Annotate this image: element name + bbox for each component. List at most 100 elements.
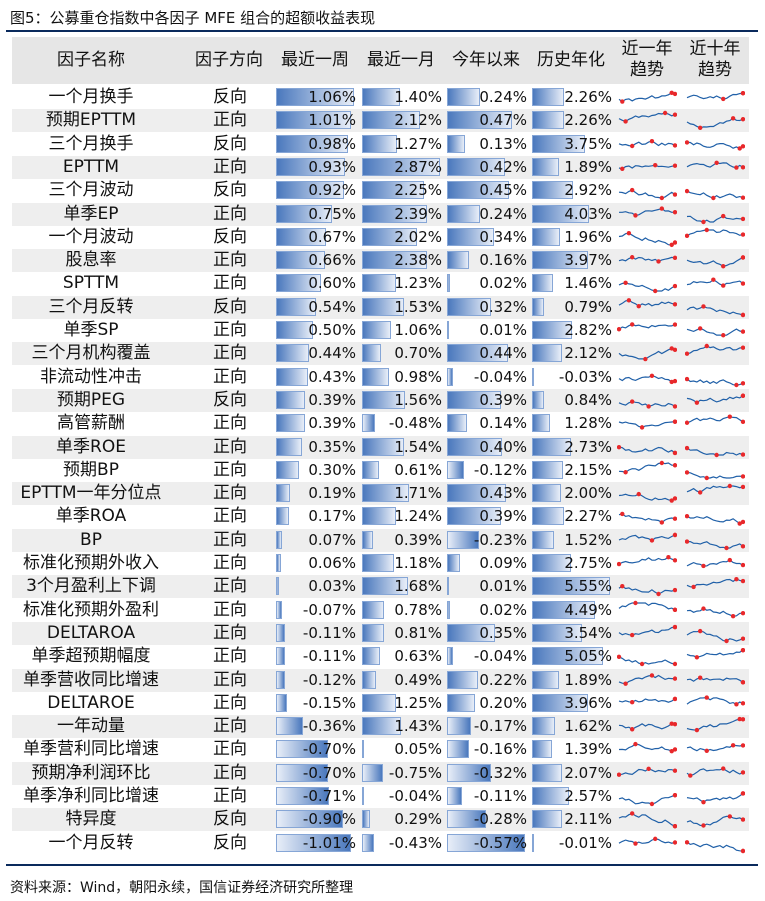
- header-ytd: 今年以来: [452, 50, 520, 70]
- sparkline-10y-line: [686, 816, 744, 827]
- sparkline-10y-marker: [727, 414, 733, 420]
- sparkline-1y-marker: [672, 301, 677, 307]
- data-bar: [362, 717, 402, 736]
- data-bar: [362, 274, 396, 293]
- sparkline-1y: [618, 836, 677, 846]
- sparkline-1y-marker: [672, 255, 677, 261]
- data-label: 0.47%: [479, 111, 527, 130]
- data-bar: [276, 623, 285, 642]
- sparkline-10y-marker: [740, 648, 745, 653]
- data-label: 2.92%: [564, 181, 612, 200]
- sparkline-1y-marker: [653, 836, 658, 841]
- sparkline-1y: [617, 654, 677, 667]
- sparkline-1y-marker: [672, 419, 677, 425]
- factor-name: 单季ROE: [56, 436, 126, 457]
- data-bar: [276, 88, 355, 106]
- data-label: 0.92%: [308, 181, 356, 200]
- data-bar: [447, 437, 503, 456]
- data-label: 2.12%: [394, 111, 442, 130]
- factor-name: 三个月反转: [48, 296, 134, 317]
- data-bar: [447, 530, 479, 549]
- data-bar: [532, 600, 596, 619]
- sparkline-1y-marker: [672, 675, 677, 681]
- sparkline-10y-marker: [730, 116, 736, 121]
- sparkline-1y-marker: [672, 747, 677, 753]
- sparkline-10y-marker: [685, 233, 690, 238]
- data-label: 5.05%: [564, 647, 612, 666]
- sparkline-1y-marker: [646, 766, 651, 771]
- data-label: -0.48%: [388, 414, 442, 433]
- sparkline-1y-marker: [656, 592, 661, 597]
- sparkline-1y-line: [618, 256, 676, 263]
- sparkline-10y: [686, 393, 745, 405]
- sparkline-10y-marker: [737, 716, 742, 722]
- data-bar: [362, 344, 382, 363]
- bottom-rule: [6, 864, 758, 866]
- table-header: 因子名称 因子方向 最近一周 最近一月 今年以来 历史年化 近一年 趋势 近十年…: [12, 37, 749, 84]
- sparkline-10y-marker: [740, 165, 745, 170]
- data-label: 0.61%: [394, 460, 442, 479]
- data-bar: [276, 600, 282, 619]
- table-row: 预期EPTTM 正向 1.01% 2.12% 0.47% 2.26%: [12, 109, 749, 133]
- sparkline-1y-marker: [633, 742, 638, 747]
- data-label: 1.06%: [308, 88, 356, 106]
- data-bar: [447, 297, 492, 316]
- sparkline-1y-marker: [617, 444, 622, 449]
- sparkline-1y: [618, 138, 677, 148]
- data-label: 2.27%: [564, 507, 612, 526]
- factor-direction: 反向: [213, 226, 247, 247]
- sparkline-10y-marker: [734, 701, 739, 707]
- sparkline-1y-marker: [620, 584, 625, 589]
- sparkline-1y-marker: [669, 721, 674, 726]
- header-factor-name: 因子名称: [57, 50, 125, 70]
- data-label: 0.40%: [479, 437, 527, 456]
- sparkline-10y-marker: [730, 613, 736, 619]
- sparkline-1y-marker: [672, 450, 677, 455]
- data-bar: [362, 577, 409, 596]
- sparkline-1y-marker: [672, 496, 677, 501]
- factor-direction: 反向: [213, 180, 247, 201]
- sparkline-10y-marker: [697, 490, 703, 495]
- sparkline-10y-marker: [714, 160, 719, 165]
- sparkline-10y-marker: [721, 264, 726, 269]
- data-bar: [447, 414, 467, 433]
- sparkline-10y-marker: [685, 445, 690, 450]
- data-label: -0.70%: [302, 763, 356, 782]
- sparkline-1y-marker: [649, 537, 655, 543]
- sparkline-1y-marker: [659, 520, 665, 526]
- sparkline-1y-line: [618, 698, 676, 703]
- sparkline-10y-line: [686, 214, 744, 223]
- data-label: 3.97%: [564, 251, 612, 270]
- data-bar: [532, 554, 572, 572]
- sparkline-1y-marker: [672, 722, 677, 727]
- sparkline-1y-line: [618, 92, 676, 103]
- sparkline-1y-marker: [672, 240, 677, 245]
- data-bar: [362, 297, 404, 316]
- sparkline-10y-marker: [740, 636, 745, 641]
- data-label: -0.12%: [473, 460, 527, 479]
- data-label: 2.75%: [564, 554, 612, 572]
- sparkline-1y-marker: [623, 281, 628, 286]
- data-bar: [362, 623, 385, 642]
- sparkline-10y-line: [686, 718, 744, 731]
- sparkline-10y-marker: [740, 312, 745, 317]
- table-row: EPTTM 正向 0.93% 2.87% 0.42% 1.89%: [12, 155, 749, 179]
- data-bar: [276, 763, 328, 782]
- sparkline-10y-marker: [730, 743, 736, 748]
- sparkline-1y-marker: [672, 768, 677, 773]
- factor-direction: 正向: [213, 786, 247, 806]
- data-label: 0.43%: [479, 484, 527, 503]
- sparkline-10y-marker: [740, 90, 745, 96]
- data-label: -0.04%: [473, 647, 527, 666]
- sparkline-1y-marker: [659, 195, 665, 201]
- data-bar: [447, 693, 475, 712]
- data-label: 0.35%: [479, 623, 527, 642]
- table-row: 预期PEG 反向 0.39% 1.56% 0.39% 0.84%: [12, 388, 749, 412]
- data-label: 0.22%: [479, 670, 527, 689]
- data-label: 1.24%: [394, 507, 442, 526]
- sparkline-1y-line: [618, 534, 676, 541]
- data-bar: [362, 227, 418, 246]
- data-label: 2.38%: [394, 251, 442, 270]
- data-bar: [532, 763, 562, 782]
- data-label: 0.19%: [308, 484, 356, 503]
